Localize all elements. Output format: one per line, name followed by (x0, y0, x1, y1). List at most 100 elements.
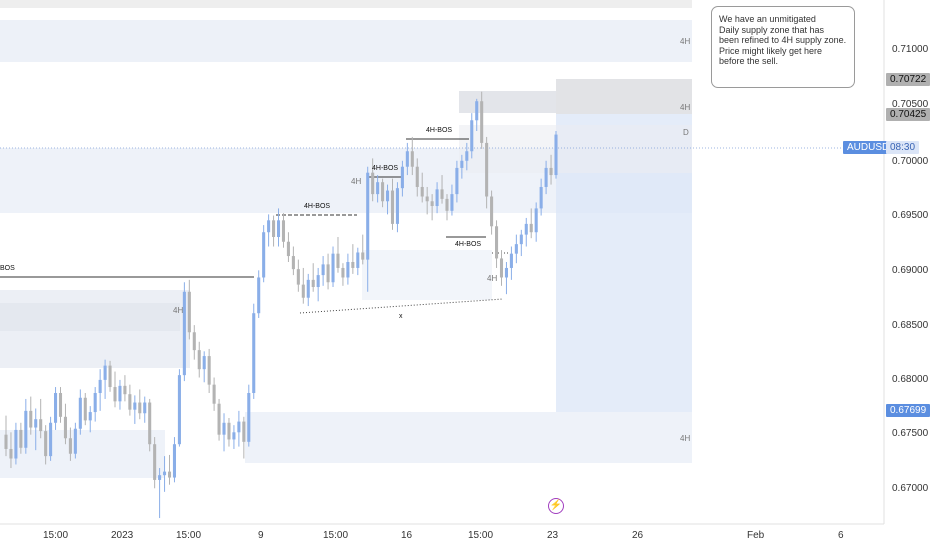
candle-body (509, 253, 513, 268)
candle-body (63, 416, 67, 439)
zone-label-bottom: 4H (680, 434, 691, 443)
zone-label-daily: D (683, 128, 689, 137)
candle-body (390, 190, 395, 224)
candle-body (39, 419, 43, 432)
candle-body (499, 258, 504, 278)
candle-body (192, 332, 196, 351)
candle-body (514, 244, 518, 254)
candle-body (480, 101, 484, 143)
y-tick-label: 0.68000 (892, 374, 929, 385)
candle-body (14, 429, 18, 459)
note-line-2: Daily supply zone that has (719, 24, 825, 35)
demand-zone-left-inner (0, 303, 180, 331)
candle-body (49, 422, 53, 457)
y-tick-label: 0.67000 (892, 483, 929, 494)
candle-body (326, 264, 330, 283)
zone-label-right-small: 4H (487, 274, 498, 283)
y-tick-label: 0.69000 (892, 265, 929, 276)
candle-body (262, 232, 266, 278)
candle-body (78, 397, 82, 429)
x-tick-label: 2023 (111, 530, 134, 541)
candle-body (311, 279, 315, 288)
candle-body (73, 428, 77, 454)
y-tick-label: 0.68500 (892, 320, 929, 331)
note-line-5: before the sell. (719, 56, 779, 66)
candle-body (301, 284, 305, 298)
y-tick-label: 0.69500 (892, 210, 929, 221)
candle-body (549, 167, 553, 176)
note-line-3: been refined to 4H supply zone. (719, 35, 847, 45)
note-line-1: We have an unmitigated (719, 14, 816, 24)
x-tick-label: 23 (547, 530, 559, 541)
short-position-risk (556, 79, 692, 114)
candle-body (435, 189, 439, 207)
bos-label-2: 4H-BOS (372, 165, 399, 172)
candle-body (207, 356, 211, 385)
price-tag-upper-zone: 0.70722 (886, 73, 931, 86)
bos-label-3: 4H-BOS (426, 127, 453, 134)
zone-small-mid (362, 250, 492, 300)
candle-body (93, 393, 97, 413)
x-tick-label: 9 (258, 530, 264, 541)
candle-body (529, 223, 533, 233)
candle-body (346, 262, 350, 278)
candle-body (331, 253, 335, 283)
y-tick-label: 0.70000 (892, 156, 929, 167)
candle-body (539, 186, 543, 209)
lightning-icon[interactable]: ⚡ (548, 498, 564, 514)
candle-body (237, 421, 241, 433)
y-tick-label: 0.71000 (892, 44, 929, 55)
candle-body (103, 365, 107, 380)
analysis-note[interactable]: We have an unmitigated Daily supply zone… (711, 6, 855, 88)
candle-body (143, 402, 147, 414)
candle-body (163, 471, 167, 476)
candle-body (252, 313, 256, 393)
candle-body (385, 190, 390, 202)
candle-body (242, 421, 246, 442)
candle-body (381, 182, 385, 202)
x-tick-label: 16 (401, 530, 413, 541)
candle-body (257, 277, 261, 314)
candle-body (182, 291, 186, 376)
candle-body (554, 134, 558, 176)
candle-body (336, 253, 340, 268)
candle-body (202, 356, 206, 370)
bos-label-4: 4H-BOS (455, 241, 482, 248)
candle-body (9, 448, 13, 459)
candle-body (123, 385, 127, 395)
candle-body (445, 198, 449, 211)
candle-body (118, 385, 122, 402)
y-tick-label: 0.67500 (892, 428, 929, 439)
candle-body (177, 375, 181, 445)
candle-body (544, 167, 548, 187)
candle-body (485, 142, 489, 197)
x-tick-label: 15:00 (468, 530, 494, 541)
x-tick-label: 6 (838, 530, 844, 541)
candle-body (187, 291, 191, 333)
x-tick-label: 15:00 (323, 530, 349, 541)
countdown-tag: 08:30 (886, 141, 920, 154)
zone-label-mid: 4H (680, 103, 691, 112)
candle-body (247, 393, 251, 442)
candle-body (24, 410, 28, 448)
candle-body (148, 402, 152, 445)
candle-body (113, 387, 117, 402)
candle-body (19, 429, 23, 448)
x-tick-label: 15:00 (43, 530, 69, 541)
candle-body (172, 444, 177, 478)
liquidity-line (299, 298, 504, 314)
symbol-tag[interactable]: AUDUSD (843, 141, 894, 154)
candle-body (460, 160, 464, 168)
bos-label-left: BOS (0, 265, 15, 272)
candle-body (267, 220, 271, 233)
candle-body (475, 101, 479, 121)
demand-zone-bottom (245, 412, 692, 463)
candle-body (29, 410, 33, 428)
candle-body (222, 422, 226, 435)
candle-body (212, 384, 216, 404)
candle-body (306, 279, 310, 298)
candle-body (465, 151, 469, 161)
candle-body (351, 262, 355, 268)
candle-body (108, 365, 112, 388)
